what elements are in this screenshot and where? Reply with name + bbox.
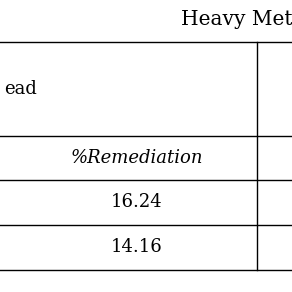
Text: Heavy Metal c: Heavy Metal c — [181, 10, 292, 29]
Text: %Remediation: %Remediation — [70, 149, 203, 167]
Text: ead: ead — [4, 80, 37, 98]
Text: 14.16: 14.16 — [111, 239, 162, 256]
Text: 16.24: 16.24 — [111, 193, 162, 211]
